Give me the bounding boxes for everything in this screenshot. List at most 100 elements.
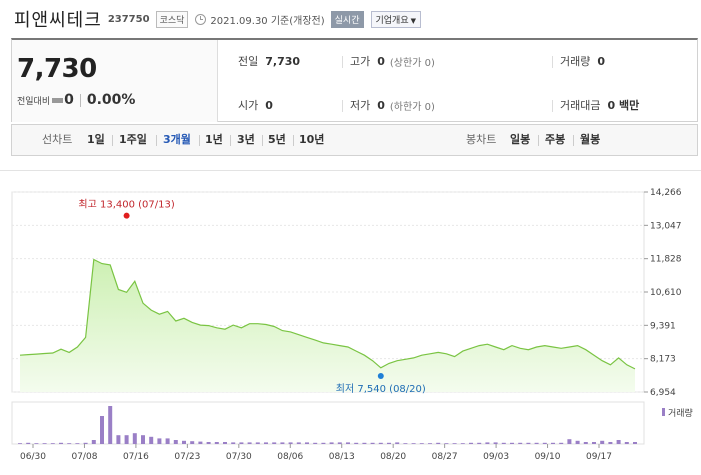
company-overview-dropdown[interactable]: 기업개요 ▼ [370, 10, 422, 28]
volume-bar [288, 442, 293, 444]
volume-bar [149, 436, 154, 444]
period-3y[interactable]: 3년 [237, 133, 255, 146]
volume-bar [551, 442, 555, 444]
volume-bar [313, 442, 318, 444]
divider [293, 135, 294, 146]
volume-bar [321, 442, 326, 444]
clock-icon [195, 13, 207, 25]
period-10y[interactable]: 10년 [299, 133, 325, 146]
volume-bar [239, 442, 244, 444]
y-tick-label: 6,954 [650, 388, 676, 398]
volume-value: 0 [597, 54, 606, 68]
price-summary: 7,730 전일대비 0 0.00% 전일 7,730 고가 0 (상한가 0)… [11, 38, 698, 122]
flat-change-icon [52, 97, 64, 103]
price-area-fill [20, 259, 635, 392]
volume-legend: 거래량 [668, 407, 693, 419]
volume-bar [346, 442, 350, 444]
x-tick-label: 07/23 [174, 452, 200, 462]
change-value: 0 [64, 92, 74, 108]
chevron-down-icon: ▼ [410, 16, 417, 25]
x-tick-label: 08/06 [277, 452, 303, 462]
volume-bar [124, 435, 129, 444]
volume-bar [354, 442, 359, 444]
x-tick-label: 08/20 [380, 452, 406, 462]
low-annotation: 최저 7,540 (08/20) [336, 383, 426, 395]
volume-bar [460, 443, 465, 444]
stock-code: 237750 [107, 13, 150, 25]
volume-bar [59, 442, 63, 444]
volume-bar [419, 443, 424, 444]
divider [156, 135, 157, 146]
candle-monthly[interactable]: 월봉 [580, 133, 601, 146]
price-line [19, 258, 636, 370]
volume-bar [34, 443, 39, 444]
amount-cell: 거래대금 0 백만 [560, 97, 639, 113]
volume-bar [501, 442, 506, 444]
volume-bar [452, 443, 457, 444]
volume-bar [83, 442, 88, 444]
divider [573, 135, 574, 146]
period-3m[interactable]: 3개월 [163, 133, 191, 146]
volume-bar [378, 442, 383, 444]
period-1y[interactable]: 1년 [205, 133, 223, 146]
price-chart[interactable]: 14,266 13,047 11,828 10,610 9,391 8,173 6,954 최… [0, 170, 701, 475]
volume-bar [190, 441, 195, 444]
period-5y[interactable]: 5년 [268, 133, 286, 146]
amount-value: 0 백만 [607, 99, 640, 112]
volume-bar [108, 406, 113, 444]
y-tick-label: 13,047 [650, 221, 682, 231]
volume-bar [387, 442, 391, 444]
candle-daily[interactable]: 일봉 [510, 133, 531, 146]
volume-bar [255, 442, 260, 444]
volume-bar [91, 440, 96, 444]
volume-bar [75, 443, 80, 444]
x-tick-label: 08/13 [329, 452, 355, 462]
volume-bar [600, 440, 605, 444]
divider [199, 135, 200, 146]
x-tick-label: 08/27 [432, 452, 458, 462]
volume-bar [469, 442, 473, 444]
x-tick-label: 09/10 [535, 452, 561, 462]
volume-bar [477, 442, 482, 444]
volume-bar [206, 442, 211, 444]
x-tick-label: 09/03 [483, 452, 509, 462]
change-label: 전일대비 [17, 96, 51, 107]
realtime-button[interactable]: 실시간 [330, 10, 364, 28]
volume-bar [182, 440, 186, 444]
volume-bar [559, 442, 564, 444]
divider [342, 56, 343, 68]
y-tick-label: 9,391 [650, 321, 676, 331]
x-tick-label: 06/30 [20, 452, 46, 462]
line-chart-label: 선차트 [42, 133, 73, 146]
lower-limit: (하한가 0) [389, 101, 435, 113]
divider [112, 135, 113, 146]
period-1w[interactable]: 1주일 [119, 133, 147, 146]
volume-bar [18, 443, 22, 444]
x-tick-label: 07/16 [123, 452, 149, 462]
high-cell: 고가 0 (상한가 0) [350, 53, 435, 69]
volume-bar [526, 442, 531, 444]
open-value: 0 [265, 98, 273, 112]
x-tick-label: 07/08 [71, 452, 97, 462]
volume-bar [132, 433, 137, 444]
candle-weekly[interactable]: 주봉 [545, 133, 566, 146]
volume-bar [50, 443, 55, 444]
prev-close-value: 7,730 [265, 54, 301, 68]
volume-bar [26, 442, 31, 444]
prev-close-cell: 전일 7,730 [238, 53, 300, 69]
divider [79, 93, 81, 107]
upper-limit: (상한가 0) [389, 57, 435, 69]
period-1d[interactable]: 1일 [87, 133, 105, 146]
volume-bar [198, 441, 203, 444]
volume-bar [329, 442, 334, 444]
volume-bar [608, 442, 613, 444]
volume-bar [510, 442, 514, 444]
open-label: 시가 [238, 99, 259, 112]
volume-area [11, 401, 645, 445]
divider [552, 100, 553, 112]
volume-bar [223, 442, 227, 444]
volume-bar [165, 438, 170, 444]
low-value: 0 [377, 98, 385, 112]
y-tick-label: 8,173 [650, 355, 676, 365]
volume-bar [305, 442, 309, 444]
